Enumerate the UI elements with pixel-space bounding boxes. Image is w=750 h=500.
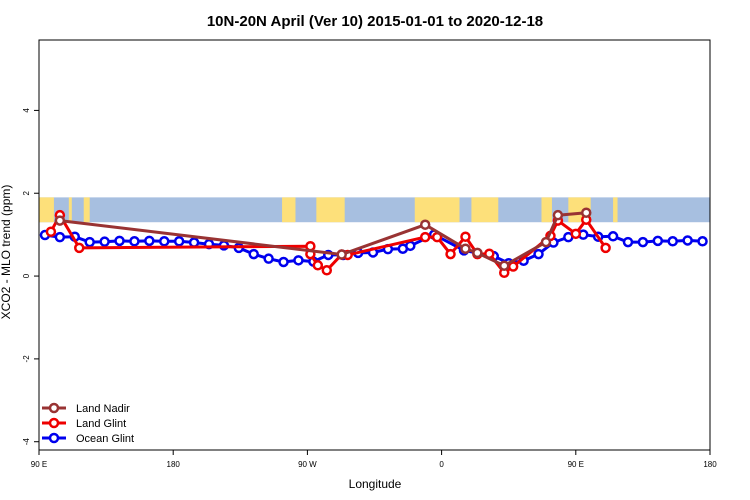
data-point-ocean-glint <box>54 231 66 243</box>
legend-item-land-nadir: Land Nadir <box>42 402 130 415</box>
legend-swatch-marker <box>48 432 60 444</box>
data-point-land-nadir <box>580 207 592 218</box>
chart-title: 10N-20N April (Ver 10) 2015-01-01 to 202… <box>207 13 543 30</box>
data-point-ocean-glint <box>682 235 693 246</box>
map-ocean <box>39 197 710 223</box>
data-point-land-glint <box>321 265 333 276</box>
data-point-ocean-glint <box>622 236 634 248</box>
data-point-ocean-glint <box>129 236 140 247</box>
data-point-land-glint <box>570 228 582 240</box>
x-tick-label: 90 E <box>31 460 47 469</box>
map-land <box>471 197 499 223</box>
data-point-ocean-glint <box>114 235 125 247</box>
data-point-land-glint <box>600 242 611 254</box>
x-axis-title: Longitude <box>349 477 402 491</box>
data-point-land-glint <box>45 226 57 237</box>
legend-label: Ocean Glint <box>76 433 134 445</box>
legend-item-ocean-glint: Ocean Glint <box>42 432 134 445</box>
y-tick-label: 4 <box>22 108 31 113</box>
data-point-ocean-glint <box>188 237 200 248</box>
data-point-ocean-glint <box>144 235 155 247</box>
y-tick-label: -4 <box>22 438 31 446</box>
legend-swatch-marker <box>48 417 60 429</box>
map-land <box>316 197 345 223</box>
data-point-ocean-glint <box>405 240 416 252</box>
x-axis: 90 E 180 90 W 0 90 E 180 <box>31 450 717 469</box>
legend-swatch-marker <box>48 402 60 414</box>
y-axis: -4 -2 0 2 4 <box>22 108 39 446</box>
data-point-ocean-glint <box>263 253 274 264</box>
legend-label: Land Nadir <box>76 403 130 415</box>
data-point-ocean-glint <box>278 256 289 268</box>
data-point-ocean-glint <box>293 255 304 266</box>
map-land <box>541 197 552 223</box>
data-point-ocean-glint <box>637 236 649 248</box>
map-land <box>68 197 72 223</box>
legend-label: Land Glint <box>76 418 126 430</box>
series-land-nadir <box>54 207 592 271</box>
data-point-land-nadir <box>498 260 510 271</box>
data-point-ocean-glint <box>99 236 110 247</box>
data-point-ocean-glint <box>652 235 664 247</box>
legend-item-land-glint: Land Glint <box>42 417 126 430</box>
world-map-strip <box>39 197 710 223</box>
data-point-land-nadir <box>472 247 483 259</box>
data-point-ocean-glint <box>533 248 544 260</box>
data-point-ocean-glint <box>667 236 678 247</box>
y-tick-label: 0 <box>22 273 31 278</box>
y-tick-label: 2 <box>22 190 31 195</box>
x-tick-label: 90 E <box>568 460 584 469</box>
data-point-ocean-glint <box>248 248 259 260</box>
data-point-ocean-glint <box>173 236 185 247</box>
data-point-land-glint <box>460 231 471 242</box>
x-tick-label: 90 W <box>298 460 317 469</box>
data-point-land-glint <box>312 260 324 271</box>
legend: Land Nadir Land Glint Ocean Glint <box>42 402 134 445</box>
data-point-land-nadir <box>419 219 431 230</box>
data-point-ocean-glint <box>159 236 170 247</box>
data-point-land-nadir <box>540 236 552 248</box>
data-point-land-glint <box>445 248 456 260</box>
data-point-land-nadir <box>460 243 471 254</box>
series-layer <box>39 207 708 278</box>
data-point-ocean-glint <box>84 236 95 248</box>
map-land <box>83 197 90 223</box>
data-point-land-glint <box>74 242 85 254</box>
map-land <box>613 197 618 223</box>
data-point-ocean-glint <box>697 236 708 247</box>
data-point-land-nadir <box>336 249 347 260</box>
y-tick-label: -2 <box>22 355 31 363</box>
map-land <box>39 197 54 223</box>
data-point-ocean-glint <box>607 231 619 242</box>
x-tick-label: 180 <box>703 460 717 469</box>
plot-frame <box>38 39 711 451</box>
data-point-land-nadir <box>552 209 564 221</box>
x-tick-label: 180 <box>167 460 181 469</box>
y-axis-title: XCO2 - MLO trend (ppm) <box>0 185 13 320</box>
data-point-land-nadir <box>54 215 66 226</box>
x-tick-label: 0 <box>439 460 444 469</box>
map-land <box>414 197 460 223</box>
data-point-land-glint <box>419 231 431 243</box>
map-land <box>282 197 296 223</box>
